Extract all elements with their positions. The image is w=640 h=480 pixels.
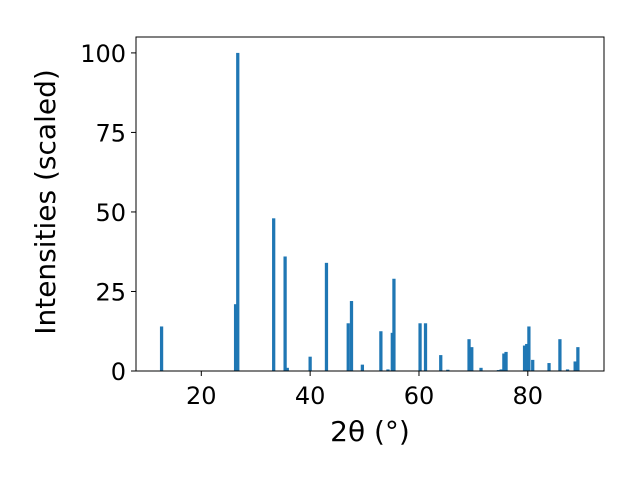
bar bbox=[467, 339, 471, 371]
bar bbox=[531, 359, 535, 371]
bar bbox=[576, 347, 580, 371]
bar bbox=[499, 369, 503, 371]
bar bbox=[502, 353, 506, 371]
x-tick-label: 20 bbox=[186, 382, 217, 410]
plot-frame bbox=[135, 36, 605, 372]
bar bbox=[573, 361, 577, 371]
bar bbox=[423, 323, 428, 371]
y-tick-label: 100 bbox=[80, 40, 126, 68]
bar bbox=[346, 323, 350, 371]
bar bbox=[349, 301, 354, 371]
bars bbox=[159, 52, 580, 372]
bar bbox=[159, 326, 164, 371]
bar bbox=[360, 364, 365, 371]
y-axis-label: Intensities (scaled) bbox=[29, 69, 62, 335]
y-tick-label: 50 bbox=[95, 199, 126, 227]
y-tick-label: 75 bbox=[95, 119, 126, 147]
bar bbox=[439, 355, 443, 371]
bar bbox=[547, 363, 551, 371]
x-tick-label: 40 bbox=[295, 382, 326, 410]
x-axis-ticks: 20 40 60 80 bbox=[186, 371, 543, 410]
bar bbox=[565, 369, 570, 371]
bar bbox=[446, 369, 450, 371]
bar bbox=[522, 345, 527, 371]
bar bbox=[272, 218, 276, 371]
y-tick-label: 25 bbox=[95, 278, 126, 306]
bar bbox=[525, 343, 529, 371]
bar bbox=[479, 367, 483, 371]
bar bbox=[418, 323, 422, 371]
bar bbox=[470, 347, 474, 371]
bar bbox=[308, 356, 312, 371]
bar bbox=[386, 369, 390, 371]
bar bbox=[527, 326, 531, 371]
bar bbox=[558, 339, 562, 371]
y-tick-label: 0 bbox=[111, 358, 126, 386]
bar bbox=[236, 52, 240, 372]
bar bbox=[285, 367, 289, 371]
x-tick-label: 80 bbox=[513, 382, 544, 410]
bar bbox=[283, 256, 287, 371]
bar bbox=[233, 304, 238, 371]
x-axis-label: 2θ (°) bbox=[330, 415, 410, 448]
bar bbox=[379, 331, 383, 371]
bar bbox=[392, 278, 396, 371]
x-tick-label: 60 bbox=[404, 382, 435, 410]
y-axis-ticks: 0 25 50 75 100 bbox=[80, 40, 136, 386]
bar bbox=[504, 351, 508, 371]
bar bbox=[324, 262, 329, 371]
